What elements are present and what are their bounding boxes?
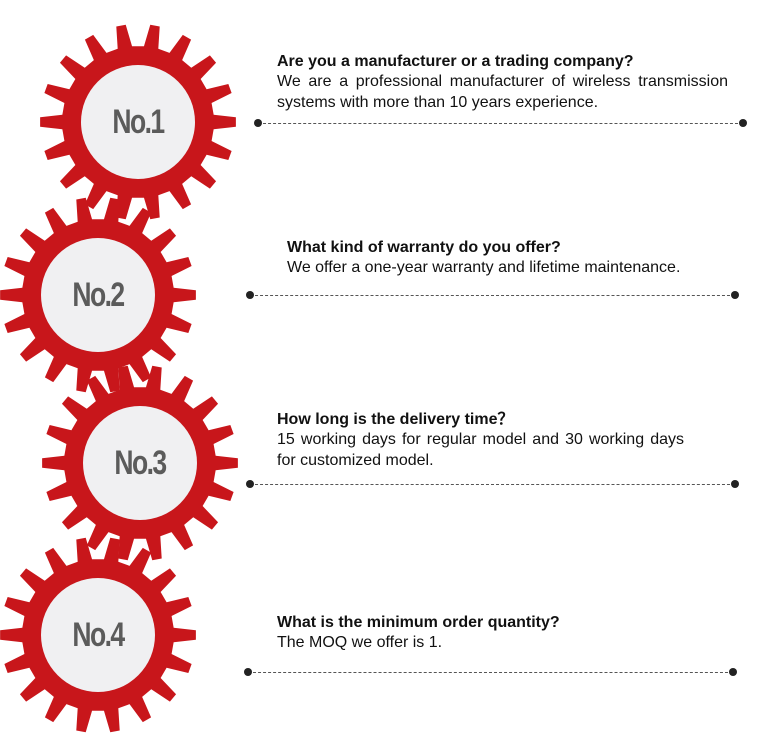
faq-item-4: What is the minimum order quantity? The … (277, 613, 727, 654)
faq-item-1: Are you a manufacturer or a trading comp… (277, 52, 728, 113)
gear-badge-3: No.3 (40, 363, 240, 563)
divider-dot (731, 291, 739, 299)
divider-dot (246, 480, 254, 488)
answer: We offer a one-year warranty and lifetim… (287, 259, 681, 276)
divider (248, 672, 733, 673)
gear-icon (42, 365, 238, 561)
gear-number: No.3 (114, 443, 167, 482)
divider (250, 295, 735, 296)
gear-center (41, 238, 155, 352)
divider-dot (254, 119, 262, 127)
gear-icon (0, 537, 196, 733)
gear-center (41, 578, 155, 692)
gear-number: No.2 (72, 275, 125, 314)
divider-dot (739, 119, 747, 127)
question: What is the minimum order quantity? (277, 614, 560, 631)
answer: The MOQ we offer is 1. (277, 634, 443, 651)
divider (250, 484, 735, 485)
gear-icon (40, 24, 236, 220)
gear-badge-4: No.4 (0, 535, 198, 735)
answer: We are a professional manufacturer of wi… (277, 73, 728, 111)
gear-number: No.1 (112, 102, 165, 141)
question: What kind of warranty do you offer? (287, 239, 561, 256)
divider-dot (729, 668, 737, 676)
divider-dot (731, 480, 739, 488)
divider-dot (244, 668, 252, 676)
gear-number: No.4 (72, 615, 125, 654)
faq-item-3: How long is the delivery time？ 15 workin… (277, 410, 684, 471)
gear-badge-1: No.1 (38, 22, 238, 222)
gear-center (83, 406, 197, 520)
gear-badge-2: No.2 (0, 195, 198, 395)
divider (258, 123, 743, 124)
divider-dot (246, 291, 254, 299)
answer: 15 working days for regular model and 30… (277, 431, 684, 469)
question: Are you a manufacturer or a trading comp… (277, 53, 634, 70)
question: How long is the delivery time？ (277, 411, 514, 428)
gear-center (81, 65, 195, 179)
faq-item-2: What kind of warranty do you offer? We o… (287, 238, 737, 279)
gear-icon (0, 197, 196, 393)
